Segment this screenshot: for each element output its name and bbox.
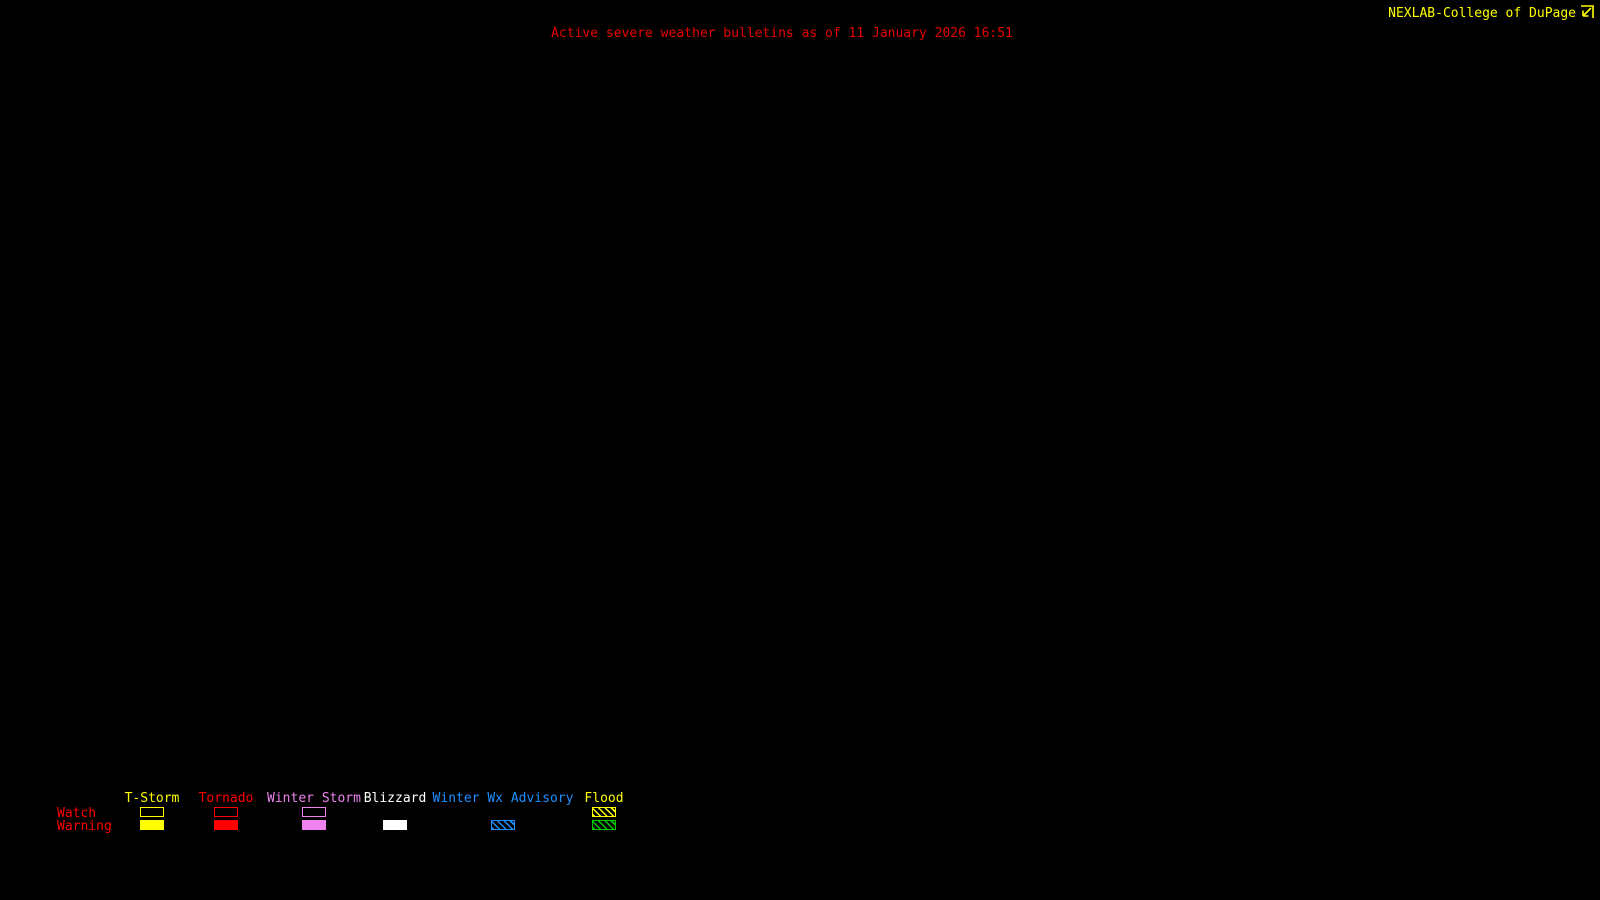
legend-column-winter-storm: Winter Storm	[239, 792, 389, 831]
legend-row-warning-label: Warning	[57, 819, 112, 834]
page-title: Active severe weather bulletins as of 11…	[551, 26, 1013, 41]
credit: NEXLAB-College of DuPage	[1388, 4, 1594, 23]
legend-label-tstorm: T-Storm	[124, 791, 180, 806]
legend-label-winter-storm: Winter Storm	[267, 791, 361, 806]
legend-column-tstorm: T-Storm	[77, 792, 227, 831]
winter-storm-warning-swatch	[302, 819, 326, 830]
legend-row-watch-label: Watch	[57, 806, 97, 821]
legend-column-tornado: Tornado	[151, 792, 301, 831]
corner-arrow-icon	[1580, 4, 1594, 23]
winter-wx-advisory-warning-swatch	[491, 819, 515, 830]
title-bar: Active severe weather bulletins as of 11…	[0, 22, 1564, 41]
tstorm-watch-swatch	[140, 806, 164, 817]
blizzard-warning-swatch	[383, 819, 407, 830]
legend-column-flood: Flood	[529, 792, 679, 831]
tornado-warning-swatch	[214, 819, 238, 830]
flood-watch-swatch	[592, 806, 616, 817]
tstorm-warning-swatch	[140, 819, 164, 830]
flood-warning-swatch	[592, 819, 616, 830]
legend-label-tornado: Tornado	[198, 791, 254, 806]
legend-label-winter-wx-advisory: Winter Wx Advisory	[432, 791, 574, 806]
credit-label: NEXLAB-College of DuPage	[1388, 6, 1576, 21]
tornado-watch-swatch	[214, 806, 238, 817]
legend-column-blizzard: Blizzard	[320, 792, 470, 831]
legend-label-blizzard: Blizzard	[363, 791, 427, 806]
legend-column-winter-wx-advisory: Winter Wx Advisory	[428, 792, 578, 831]
legend-label-flood: Flood	[584, 791, 624, 806]
winter-storm-watch-swatch	[302, 806, 326, 817]
